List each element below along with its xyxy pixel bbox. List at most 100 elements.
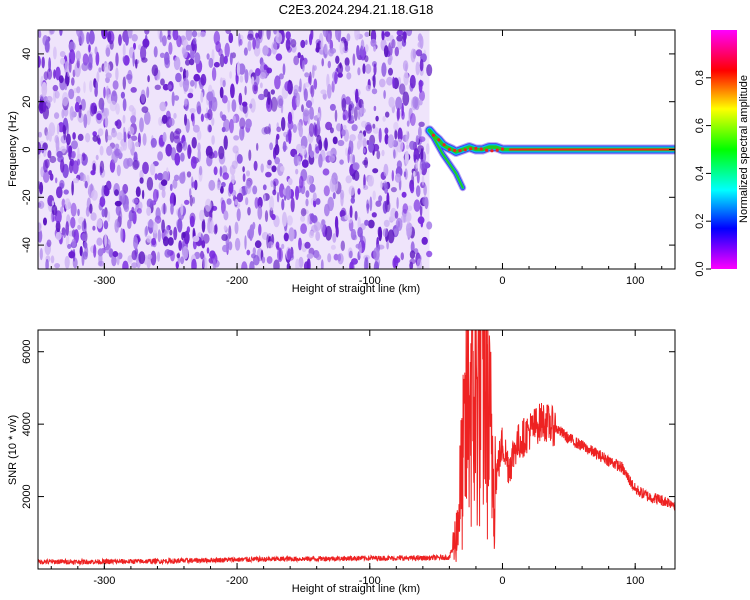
- noise-blob: [286, 215, 293, 226]
- noise-blob: [186, 171, 192, 178]
- noise-blob: [131, 34, 138, 42]
- noise-blob: [142, 38, 150, 48]
- trace-peak-dot: [437, 138, 441, 142]
- noise-blob: [42, 169, 50, 183]
- noise-blob: [418, 121, 425, 128]
- noise-blob: [382, 116, 386, 122]
- noise-blob: [122, 260, 129, 269]
- noise-blob: [239, 75, 244, 83]
- noise-blob: [160, 78, 165, 86]
- noise-blob: [397, 127, 403, 143]
- colorbar-tick-label: 0.0: [694, 261, 706, 276]
- noise-blob: [394, 129, 398, 140]
- noise-blob: [348, 107, 351, 121]
- noise-blob: [351, 230, 356, 240]
- x-tick-label: 0: [499, 575, 505, 587]
- noise-blob: [276, 126, 282, 133]
- trace-peak-dot: [447, 147, 451, 152]
- noise-blob: [258, 93, 265, 101]
- noise-layer: [38, 30, 433, 269]
- noise-blob: [285, 38, 291, 51]
- noise-blob: [288, 227, 295, 242]
- noise-blob: [83, 241, 88, 249]
- noise-blob: [220, 186, 224, 194]
- noise-blob: [150, 137, 157, 148]
- bottom-y-axis-label: SNR (10 * v/v): [7, 415, 19, 485]
- noise-blob: [251, 76, 255, 86]
- noise-blob: [310, 213, 315, 222]
- y-tick-label: 0: [21, 146, 33, 152]
- noise-blob: [367, 219, 375, 229]
- noise-blob: [410, 184, 415, 194]
- noise-blob: [147, 219, 155, 228]
- noise-blob: [366, 140, 370, 145]
- noise-blob: [333, 253, 339, 261]
- noise-blob: [287, 119, 294, 130]
- noise-blob: [167, 237, 174, 246]
- noise-blob: [421, 175, 425, 186]
- noise-blob: [386, 76, 393, 86]
- noise-blob: [180, 203, 184, 216]
- noise-blob: [208, 151, 215, 159]
- noise-blob: [242, 101, 248, 107]
- noise-blob: [406, 144, 409, 150]
- noise-blob: [223, 225, 227, 231]
- noise-blob: [105, 72, 112, 79]
- noise-blob: [48, 57, 51, 72]
- noise-blob: [53, 69, 56, 79]
- noise-blob: [345, 175, 352, 184]
- noise-blob: [361, 120, 367, 128]
- noise-blob: [322, 168, 330, 176]
- noise-blob: [285, 134, 289, 143]
- noise-blob: [75, 50, 81, 61]
- noise-blob: [63, 189, 69, 195]
- x-tick-label: -100: [359, 575, 381, 587]
- noise-blob: [324, 43, 328, 55]
- noise-blob: [396, 138, 404, 153]
- noise-blob: [381, 62, 387, 77]
- noise-blob: [206, 53, 210, 60]
- y-tick-label: -40: [21, 237, 33, 253]
- noise-blob: [287, 248, 292, 262]
- noise-blob: [158, 116, 163, 126]
- noise-blob: [318, 153, 323, 168]
- noise-blob: [134, 141, 140, 147]
- x-tick-label: -300: [93, 575, 115, 587]
- noise-blob: [276, 133, 280, 140]
- noise-blob: [54, 112, 60, 119]
- noise-blob: [191, 30, 198, 38]
- trace-peak-dot: [469, 147, 473, 151]
- noise-blob: [156, 172, 164, 181]
- noise-blob: [329, 103, 336, 111]
- noise-blob: [146, 206, 152, 216]
- noise-blob: [123, 203, 130, 213]
- noise-blob: [236, 154, 243, 164]
- noise-blob: [186, 226, 191, 234]
- trace-peak-dot: [442, 143, 446, 147]
- noise-blob: [154, 84, 161, 91]
- noise-blob: [111, 129, 117, 138]
- noise-blob: [262, 184, 267, 191]
- noise-blob: [207, 108, 213, 121]
- noise-blob: [276, 95, 284, 109]
- noise-blob: [349, 205, 353, 219]
- noise-blob: [187, 144, 192, 159]
- x-tick-label: -200: [226, 575, 248, 587]
- noise-blob: [415, 159, 419, 169]
- noise-blob: [301, 60, 305, 72]
- noise-blob: [416, 258, 422, 269]
- noise-blob: [335, 30, 342, 41]
- trace-peak-dot: [490, 149, 494, 153]
- noise-blob: [38, 30, 42, 38]
- noise-blob: [133, 151, 138, 162]
- noise-blob: [244, 85, 247, 96]
- noise-blob: [300, 215, 306, 222]
- noise-blob: [164, 57, 171, 69]
- noise-blob: [410, 241, 415, 253]
- noise-blob: [375, 115, 379, 122]
- noise-blob: [71, 77, 75, 86]
- noise-blob: [209, 250, 216, 259]
- noise-blob: [275, 241, 280, 249]
- noise-blob: [221, 114, 227, 121]
- noise-blob: [373, 105, 377, 112]
